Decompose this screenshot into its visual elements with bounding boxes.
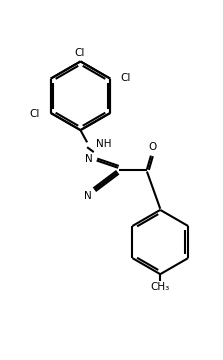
- Text: CH₃: CH₃: [151, 282, 170, 292]
- Text: NH: NH: [95, 139, 111, 149]
- Text: O: O: [149, 142, 157, 152]
- Text: N: N: [85, 154, 93, 165]
- Text: Cl: Cl: [121, 72, 131, 82]
- Text: Cl: Cl: [30, 109, 40, 119]
- Text: N: N: [84, 190, 92, 201]
- Text: Cl: Cl: [74, 48, 85, 58]
